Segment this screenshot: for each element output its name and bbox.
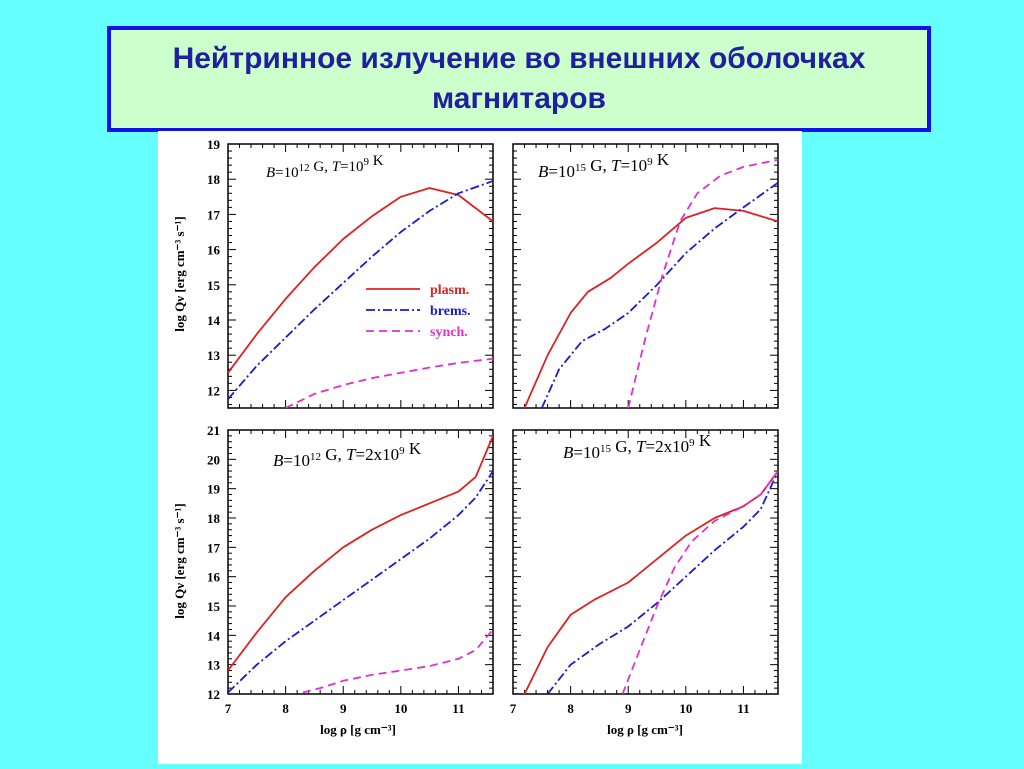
plot-frame bbox=[227, 143, 494, 409]
y-tick-label: 12 bbox=[207, 687, 220, 702]
x-tick-label: 8 bbox=[567, 701, 574, 716]
y-tick-label: 16 bbox=[207, 243, 221, 258]
x-tick-label: 11 bbox=[737, 701, 749, 716]
y-tick-label: 17 bbox=[207, 207, 221, 222]
plot-frame bbox=[512, 429, 779, 695]
panel-label: B=1012 G, T=2x109 K bbox=[273, 439, 422, 470]
y-axis-label-bottom: log Qν [erg cm⁻³ s⁻¹] bbox=[172, 503, 187, 618]
x-tick-label: 9 bbox=[625, 701, 632, 716]
y-tick-label: 19 bbox=[207, 137, 221, 152]
legend-label-brems: brems. bbox=[430, 304, 471, 319]
legend: plasm. brems. synch. bbox=[366, 283, 471, 340]
chart-panel-4: 7 8 9 10 11 B=1015 G, T=2x109 K bbox=[510, 429, 779, 716]
x-tick-label: 8 bbox=[282, 701, 289, 716]
y-tick-label: 13 bbox=[207, 658, 221, 673]
legend-label-synch: synch. bbox=[430, 325, 468, 340]
series-line-synch bbox=[627, 158, 778, 408]
x-tick-label: 7 bbox=[510, 701, 517, 716]
title-line-1: Нейтринное излучение во внешних оболочка… bbox=[172, 42, 866, 75]
y-tick-label: 18 bbox=[207, 511, 221, 526]
series-line-brems bbox=[546, 470, 778, 694]
series-line-synch bbox=[621, 470, 778, 694]
x-tick-label: 7 bbox=[225, 701, 232, 716]
series-line-plasm bbox=[228, 435, 493, 672]
series-line-brems bbox=[540, 181, 778, 408]
series-line-synch bbox=[285, 357, 493, 408]
y-tick-label: 21 bbox=[207, 423, 220, 438]
plot-frame bbox=[512, 143, 779, 409]
plot-frame bbox=[227, 429, 494, 695]
x-axis-label-right: log ρ [g cm⁻³] bbox=[607, 722, 683, 737]
panel-label: B=1012 G, T=109 K bbox=[266, 153, 384, 181]
chart-panel-1: 12 13 14 15 16 17 18 19 B=1012 G, T=109 K bbox=[207, 137, 494, 409]
y-tick-label: 14 bbox=[207, 628, 221, 643]
y-tick-label: 13 bbox=[207, 348, 221, 363]
y-tick-label: 14 bbox=[207, 313, 221, 328]
panel-label: B=1015 G, T=2x109 K bbox=[563, 431, 712, 462]
series-line-plasm bbox=[228, 187, 493, 374]
title-line-2: магнитаров bbox=[431, 82, 606, 115]
series-line-synch bbox=[302, 628, 493, 694]
figure-panel: log Qν [erg cm⁻³ s⁻¹] log Qν [erg cm⁻³ s… bbox=[158, 131, 802, 764]
chart-figure: log Qν [erg cm⁻³ s⁻¹] log Qν [erg cm⁻³ s… bbox=[172, 137, 779, 737]
y-tick-label: 19 bbox=[207, 482, 221, 497]
title-box: Нейтринное излучение во внешних оболочка… bbox=[107, 26, 931, 132]
panel-label: B=1015 G, T=109 K bbox=[538, 150, 670, 181]
series-line-brems bbox=[228, 180, 493, 400]
x-tick-label: 10 bbox=[394, 701, 407, 716]
y-tick-label: 12 bbox=[207, 383, 220, 398]
y-tick-label: 20 bbox=[207, 452, 220, 467]
y-axis-label-top: log Qν [erg cm⁻³ s⁻¹] bbox=[172, 216, 187, 331]
y-tick-label: 18 bbox=[207, 172, 221, 187]
y-tick-label: 15 bbox=[207, 278, 221, 293]
chart-panel-2: B=1015 G, T=109 K bbox=[512, 143, 779, 409]
x-axis-label-left: log ρ [g cm⁻³] bbox=[320, 722, 396, 737]
series-line-plasm bbox=[523, 470, 778, 694]
x-tick-label: 11 bbox=[452, 701, 464, 716]
x-tick-label: 9 bbox=[340, 701, 347, 716]
x-tick-label: 10 bbox=[679, 701, 692, 716]
y-tick-label: 15 bbox=[207, 599, 221, 614]
y-tick-label: 16 bbox=[207, 570, 221, 585]
series-line-plasm bbox=[523, 207, 778, 408]
series-line-brems bbox=[228, 470, 493, 694]
y-tick-label: 17 bbox=[207, 540, 221, 555]
legend-label-plasm: plasm. bbox=[430, 283, 469, 298]
chart-panel-3: 7 8 9 10 11 12 13 14 15 16 17 18 19 20 21 B=1012 G, T=2… bbox=[207, 423, 494, 716]
